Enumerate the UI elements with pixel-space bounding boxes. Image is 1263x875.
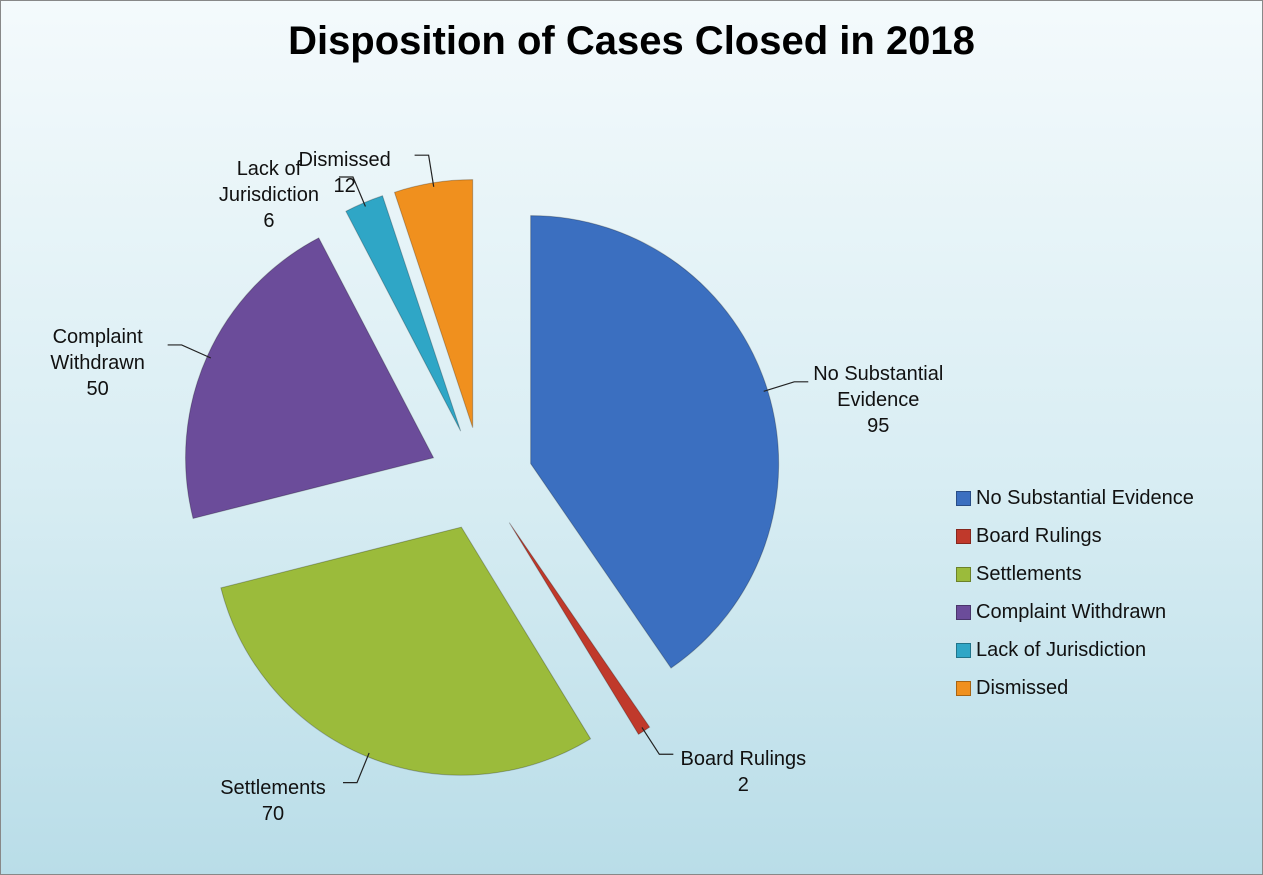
legend-label: Board Rulings xyxy=(976,525,1102,547)
data-label: Lack of Jurisdiction 6 xyxy=(194,156,344,234)
legend-swatch xyxy=(956,567,971,582)
legend-swatch xyxy=(956,643,971,658)
legend-item: Settlements xyxy=(956,563,1082,586)
legend-swatch xyxy=(956,605,971,620)
label-name: Dismissed xyxy=(298,149,391,172)
label-value: 6 xyxy=(263,210,275,233)
pie-slice xyxy=(530,215,780,669)
legend-swatch xyxy=(956,491,971,506)
data-label: No Substantial Evidence 95 xyxy=(803,361,953,439)
leader-line xyxy=(343,752,370,784)
legend-item: Complaint Withdrawn xyxy=(956,601,1166,624)
leader-line xyxy=(641,727,674,755)
label-name: Complaint Withdrawn xyxy=(50,325,145,374)
label-value: 95 xyxy=(867,414,890,437)
label-value: 50 xyxy=(86,377,109,400)
label-value: 12 xyxy=(333,175,356,198)
legend-label: No Substantial Evidence xyxy=(976,487,1194,509)
label-value: 2 xyxy=(737,774,749,797)
chart-title: Disposition of Cases Closed in 2018 xyxy=(288,19,975,63)
legend-item: Board Rulings xyxy=(956,525,1102,548)
data-label: Dismissed 12 xyxy=(270,147,420,199)
leader-line xyxy=(338,176,366,207)
leader-line xyxy=(167,344,212,359)
data-label: Settlements 70 xyxy=(198,775,348,827)
legend-item: Dismissed xyxy=(956,677,1068,700)
legend-label: Lack of Jurisdiction xyxy=(976,639,1147,661)
legend-label: Dismissed xyxy=(976,677,1069,699)
label-name: No Substantial Evidence xyxy=(813,362,944,411)
legend-item: No Substantial Evidence xyxy=(956,487,1194,510)
data-label: Complaint Withdrawn 50 xyxy=(23,324,173,402)
label-name: Lack of Jurisdiction xyxy=(218,158,319,207)
label-name: Settlements xyxy=(220,776,326,799)
legend-item: Lack of Jurisdiction xyxy=(956,639,1146,662)
label-name: Board Rulings xyxy=(680,748,807,771)
legend-swatch xyxy=(956,681,971,696)
label-value: 70 xyxy=(261,802,285,825)
legend-swatch xyxy=(956,529,971,544)
leader-line xyxy=(414,154,435,187)
legend-label: Settlements xyxy=(976,563,1082,585)
legend-label: Complaint Withdrawn xyxy=(976,601,1167,623)
data-label: Board Rulings 2 xyxy=(668,746,818,798)
leader-line xyxy=(763,381,809,392)
